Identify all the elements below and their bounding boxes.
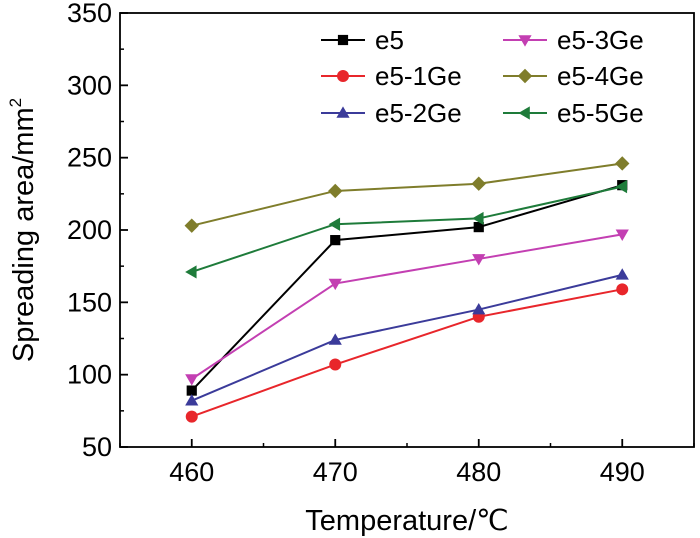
data-point: [615, 180, 628, 194]
x-axis-title: Temperature/℃: [305, 505, 508, 537]
series-line: [191, 273, 623, 402]
data-point: [329, 358, 342, 371]
data-point: [616, 283, 629, 296]
y-tick-label: 350: [67, 0, 112, 28]
data-point: [328, 183, 343, 199]
data-point: [615, 229, 629, 241]
legend-label: e5-3Ge: [557, 25, 644, 55]
series-e5: [186, 180, 628, 396]
series-line: [191, 184, 623, 392]
y-axis-title: Spreading area/mm2: [6, 98, 40, 362]
series-layer: [184, 156, 630, 423]
series-line: [191, 233, 623, 380]
series-line: [191, 185, 623, 273]
legend-marker: [337, 34, 349, 46]
legend-marker: [337, 70, 349, 82]
x-tick-label: 480: [456, 457, 501, 487]
y-axis-tick-labels: 50 100 150 200 250 300 350: [67, 0, 112, 462]
y-tick-label: 150: [67, 287, 112, 317]
series-e5-2Ge: [185, 268, 629, 406]
legend-label: e5-2Ge: [375, 98, 462, 128]
data-point: [328, 333, 342, 345]
legend-item-e5: e5: [321, 25, 404, 55]
data-point: [615, 268, 629, 280]
legend-label: e5-1Ge: [375, 61, 462, 91]
y-tick-label: 50: [82, 432, 112, 462]
data-point: [184, 218, 199, 233]
series-e5-5Ge: [185, 180, 628, 279]
data-point: [472, 211, 484, 226]
legend-item-e5-1Ge: e5-1Ge: [321, 61, 462, 91]
x-tick-label: 470: [313, 457, 358, 487]
legend-label: e5-4Ge: [557, 61, 644, 91]
data-point: [615, 156, 630, 171]
series-line: [191, 162, 623, 227]
data-point: [330, 235, 341, 246]
legend-label: e5-5Ge: [557, 98, 644, 128]
data-point: [328, 217, 341, 231]
y-tick-label: 250: [67, 143, 112, 173]
data-point: [472, 254, 486, 266]
x-axis-tick-labels: 460 470 480 490: [169, 457, 645, 487]
x-tick-label: 490: [600, 457, 645, 487]
legend-item-e5-2Ge: e5-2Ge: [321, 98, 462, 128]
legend: e5 e5-1Ge e5-2Ge e5-3Ge e5-4Ge e5-5Ge: [321, 25, 644, 128]
data-point: [185, 394, 199, 406]
data-point: [185, 410, 198, 423]
legend-marker: [336, 106, 350, 118]
y-tick-label: 200: [67, 215, 112, 245]
x-tick-label: 460: [169, 457, 214, 487]
legend-label: e5: [375, 25, 404, 55]
y-tick-label: 100: [67, 360, 112, 390]
data-point: [471, 176, 486, 191]
data-point: [473, 222, 484, 233]
legend-marker: [518, 106, 530, 120]
y-axis-title-main: Spreading area/mm: [8, 107, 40, 362]
legend-item-e5-3Ge: e5-3Ge: [503, 25, 644, 55]
series-line: [191, 288, 623, 418]
y-axis-title-superscript: 2: [6, 98, 25, 107]
series-e5-3Ge: [185, 229, 629, 386]
legend-marker: [517, 68, 533, 84]
data-point: [186, 385, 197, 396]
legend-marker: [518, 35, 532, 47]
series-e5-4Ge: [184, 156, 630, 233]
y-tick-label: 300: [67, 70, 112, 100]
series-e5-1Ge: [185, 283, 629, 423]
data-point: [472, 302, 486, 315]
axis-ticks: [119, 12, 695, 448]
legend-item-e5-5Ge: e5-5Ge: [503, 98, 644, 128]
data-point: [328, 278, 342, 291]
legend-item-e5-4Ge: e5-4Ge: [503, 61, 644, 91]
data-point: [185, 374, 199, 386]
data-point: [185, 265, 197, 279]
